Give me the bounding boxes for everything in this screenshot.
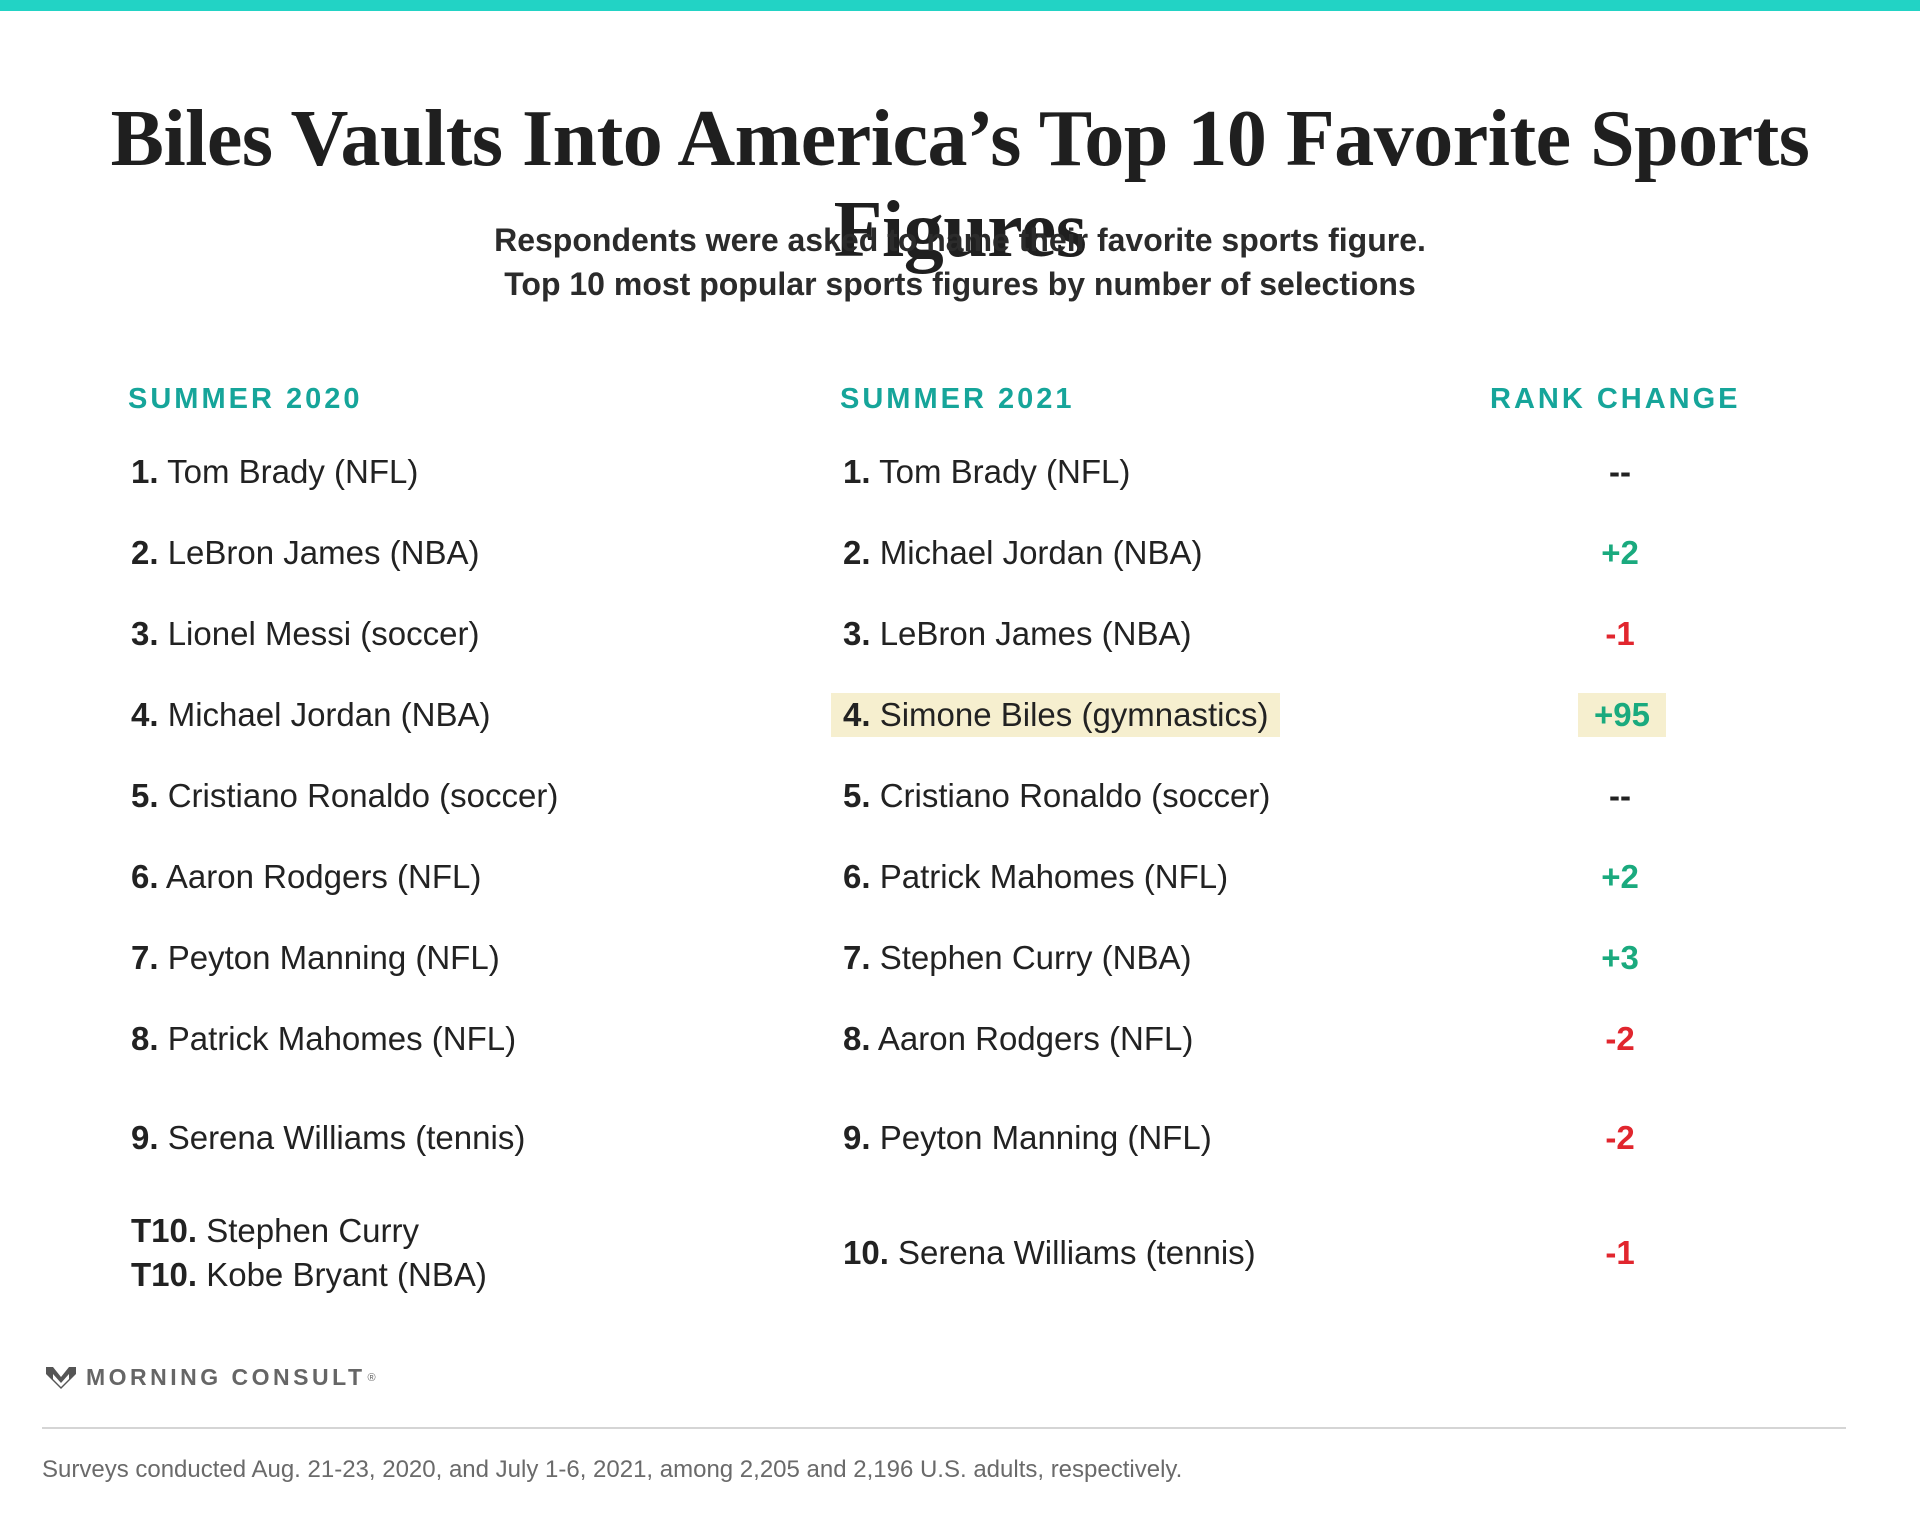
summer-2020-row: 3. Lionel Messi (soccer)	[131, 612, 479, 656]
rank-number: 9.	[131, 1119, 159, 1156]
rank-number: 3.	[131, 615, 159, 652]
logo-registered-mark: ®	[367, 1371, 376, 1384]
rank-number: 4.	[843, 696, 871, 733]
rank-change-value: -2	[1605, 1020, 1635, 1057]
summer-2021-row: 7. Stephen Curry (NBA)	[843, 936, 1191, 980]
top-accent-bar	[0, 0, 1920, 11]
column-header-rank-change: RANK CHANGE	[1490, 383, 1741, 415]
summer-2021-row: 3. LeBron James (NBA)	[843, 612, 1191, 656]
rank-number: 8.	[843, 1020, 871, 1057]
rank-change-value: +3	[1601, 939, 1639, 976]
rank-number: 1.	[131, 453, 159, 490]
survey-note: Surveys conducted Aug. 21-23, 2020, and …	[42, 1456, 1183, 1483]
summer-2020-row: 2. LeBron James (NBA)	[131, 531, 479, 575]
rank-change-value: +2	[1601, 858, 1639, 895]
morning-consult-m-icon	[46, 1366, 76, 1389]
summer-2020-row: 9. Serena Williams (tennis)	[131, 1116, 525, 1160]
summer-2021-row: 1. Tom Brady (NFL)	[843, 450, 1130, 494]
morning-consult-logo: MORNING CONSULT ®	[46, 1364, 376, 1391]
summer-2021-row: 10. Serena Williams (tennis)	[843, 1231, 1256, 1275]
summer-2020-row: 4. Michael Jordan (NBA)	[131, 693, 490, 737]
summer-2021-row: 6. Patrick Mahomes (NFL)	[843, 855, 1228, 899]
figure-name: Kobe Bryant (NBA)	[206, 1256, 487, 1293]
figure-name: Aaron Rodgers (NFL)	[877, 1020, 1194, 1057]
figure-name: Tom Brady (NFL)	[879, 453, 1131, 490]
figure-name: Serena Williams (tennis)	[898, 1234, 1256, 1271]
figure-name: Stephen Curry (NBA)	[879, 939, 1192, 976]
summer-2021-row: 9. Peyton Manning (NFL)	[843, 1116, 1212, 1160]
summer-2021-row: 2. Michael Jordan (NBA)	[843, 531, 1202, 575]
summer-2021-row: 8. Aaron Rodgers (NFL)	[843, 1017, 1193, 1061]
figure-name: Tom Brady (NFL)	[167, 453, 419, 490]
rank-change-value: -1	[1605, 1234, 1635, 1271]
rank-number: 7.	[843, 939, 871, 976]
figure-name: Aaron Rodgers (NFL)	[165, 858, 482, 895]
summer-2021-row-highlighted: 4. Simone Biles (gymnastics)	[831, 693, 1281, 737]
figure-name: LeBron James (NBA)	[879, 615, 1192, 652]
summer-2020-row: T10. Kobe Bryant (NBA)	[131, 1253, 487, 1297]
figure-name: Cristiano Ronaldo (soccer)	[167, 777, 559, 814]
summer-2020-row: 6. Aaron Rodgers (NFL)	[131, 855, 481, 899]
figure-name: Patrick Mahomes (NFL)	[879, 858, 1229, 895]
rank-change-value: -1	[1605, 615, 1635, 652]
summer-2021-row: 5. Cristiano Ronaldo (soccer)	[843, 774, 1270, 818]
figure-name: Stephen Curry	[206, 1212, 419, 1249]
summer-2020-row: T10. Stephen Curry	[131, 1209, 419, 1253]
figure-name: LeBron James (NBA)	[167, 534, 480, 571]
rank-number: 2.	[131, 534, 159, 571]
chart-subtitle-line-1: Respondents were asked to name their fav…	[494, 222, 1426, 258]
summer-2020-row: 7. Peyton Manning (NFL)	[131, 936, 500, 980]
rank-number: 10.	[843, 1234, 889, 1271]
rank-change-value: --	[1609, 777, 1631, 814]
figure-name: Peyton Manning (NFL)	[167, 939, 500, 976]
rank-number: 6.	[131, 858, 159, 895]
rank-change-value: --	[1609, 453, 1631, 490]
figure-name: Lionel Messi (soccer)	[167, 615, 480, 652]
figure-name: Serena Williams (tennis)	[167, 1119, 526, 1156]
rank-number: T10.	[131, 1212, 198, 1249]
rank-number: 6.	[843, 858, 871, 895]
figure-name: Peyton Manning (NFL)	[879, 1119, 1212, 1156]
figure-name: Simone Biles (gymnastics)	[879, 696, 1269, 733]
footer-divider	[42, 1427, 1846, 1429]
column-header-summer-2021: SUMMER 2021	[840, 383, 1075, 415]
rank-number: 3.	[843, 615, 871, 652]
rank-number: 2.	[843, 534, 871, 571]
chart-title: Biles Vaults Into America’s Top 10 Favor…	[110, 95, 1810, 274]
figure-name: Michael Jordan (NBA)	[879, 534, 1203, 571]
summer-2020-row: 1. Tom Brady (NFL)	[131, 450, 418, 494]
chart-subtitle-line-2: Top 10 most popular sports figures by nu…	[504, 266, 1416, 302]
summer-2020-row: 5. Cristiano Ronaldo (soccer)	[131, 774, 558, 818]
rank-number: 4.	[131, 696, 159, 733]
rank-number: 5.	[843, 777, 871, 814]
rank-change-value: +2	[1601, 534, 1639, 571]
summer-2020-row: 8. Patrick Mahomes (NFL)	[131, 1017, 516, 1061]
rank-number: 9.	[843, 1119, 871, 1156]
rank-number: 7.	[131, 939, 159, 976]
figure-name: Patrick Mahomes (NFL)	[167, 1020, 517, 1057]
logo-text: MORNING CONSULT	[86, 1364, 366, 1390]
rank-change-value: +95	[1578, 693, 1666, 737]
figure-name: Michael Jordan (NBA)	[167, 696, 491, 733]
rank-number: 1.	[843, 453, 871, 490]
figure-name: Cristiano Ronaldo (soccer)	[879, 777, 1271, 814]
rank-number: T10.	[131, 1256, 198, 1293]
rank-number: 8.	[131, 1020, 159, 1057]
rank-number: 5.	[131, 777, 159, 814]
rank-change-value: -2	[1605, 1119, 1635, 1156]
column-header-summer-2020: SUMMER 2020	[128, 383, 363, 415]
